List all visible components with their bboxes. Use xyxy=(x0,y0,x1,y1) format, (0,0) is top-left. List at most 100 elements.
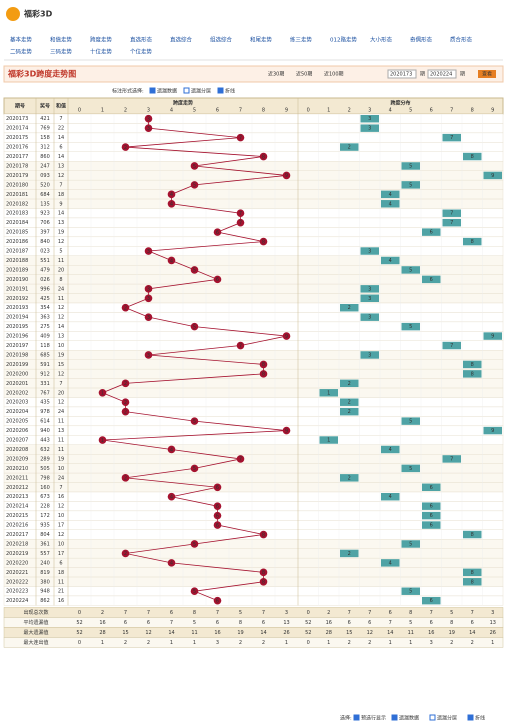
span-point-label: 8 xyxy=(262,532,265,538)
span-cell-label: 8 xyxy=(471,154,474,160)
nav-link[interactable]: 十位走势 xyxy=(90,48,113,56)
span-cell xyxy=(422,502,441,510)
nav-link[interactable]: 奇偶形态 xyxy=(410,36,433,44)
stats-value: 7 xyxy=(430,610,433,616)
span-point xyxy=(236,133,245,142)
row-bg xyxy=(3,586,504,597)
nav-link[interactable]: 跨度走势 xyxy=(90,36,113,44)
period: 2020194 xyxy=(6,315,28,321)
stats-value: 0 xyxy=(307,640,310,646)
row-bg xyxy=(3,179,504,190)
sum: 12 xyxy=(58,315,64,321)
span-point xyxy=(144,313,153,321)
span-point-label: 5 xyxy=(193,164,196,170)
checkbox[interactable] xyxy=(183,87,190,94)
to-input[interactable] xyxy=(427,69,457,79)
row-bg xyxy=(3,255,504,266)
checkbox[interactable] xyxy=(217,87,224,94)
draw-number: 435 xyxy=(40,400,50,406)
period: 2020208 xyxy=(6,447,28,453)
stats-value: 7 xyxy=(262,610,265,616)
stats-value: 7 xyxy=(389,620,392,626)
checkbox[interactable] xyxy=(353,714,360,721)
span-cell xyxy=(360,115,379,123)
stats-value: 15 xyxy=(346,630,352,636)
range-link[interactable]: 近50期 xyxy=(296,71,312,78)
nav-link[interactable]: 个位走势 xyxy=(130,48,153,56)
draw-number: 940 xyxy=(40,428,50,434)
span-cell-label: 6 xyxy=(430,598,433,604)
span-point-label: 4 xyxy=(170,495,173,501)
range-link[interactable]: 近100期 xyxy=(324,71,344,78)
stats-value: 6 xyxy=(348,620,351,626)
range-link[interactable]: 近30期 xyxy=(268,71,284,78)
stats-value: 52 xyxy=(76,620,82,626)
row-bg xyxy=(3,113,504,124)
row-bg xyxy=(3,567,504,578)
nav-link[interactable]: 三码走势 xyxy=(50,48,73,56)
checkbox[interactable] xyxy=(149,87,156,94)
span-point-label: 3 xyxy=(147,296,150,302)
sum: 12 xyxy=(58,400,64,406)
span-point xyxy=(259,237,268,246)
period: 2020219 xyxy=(6,551,28,557)
stats-value: 52 xyxy=(305,630,311,636)
stats-value: 6 xyxy=(216,620,219,626)
span-point-label: 6 xyxy=(216,485,219,491)
from-input[interactable] xyxy=(387,69,417,79)
span-point xyxy=(167,492,176,501)
draw-number: 505 xyxy=(40,466,50,472)
nav-link[interactable]: 大小形态 xyxy=(370,36,393,44)
span-cell xyxy=(381,493,400,501)
span-cell-label: 3 xyxy=(368,315,371,321)
sum: 13 xyxy=(58,220,64,226)
period: 2020180 xyxy=(6,182,28,188)
span-cell-label: 6 xyxy=(430,277,433,283)
nav-link[interactable]: 和尾走势 xyxy=(250,36,273,44)
stats-value: 28 xyxy=(99,630,105,636)
nav-link[interactable]: 基本走势 xyxy=(10,36,33,44)
stats-value: 16 xyxy=(214,630,220,636)
nav-link[interactable]: 012路走势 xyxy=(330,36,357,44)
draw-number: 840 xyxy=(40,239,50,245)
sum: 12 xyxy=(58,305,64,311)
span-cell-label: 9 xyxy=(491,428,494,434)
nav-link[interactable]: 二码走势 xyxy=(10,48,33,56)
nav-link[interactable]: 和值走势 xyxy=(50,36,73,44)
nav-link[interactable]: 直选形态 xyxy=(130,36,153,44)
span-point-label: 2 xyxy=(124,409,127,415)
span-point xyxy=(213,502,222,510)
span-cell-label: 8 xyxy=(471,371,474,377)
nav-link[interactable]: 直选综合 xyxy=(170,36,193,44)
sum: 17 xyxy=(58,551,64,557)
view-button[interactable] xyxy=(478,70,496,78)
nav-link[interactable]: 练三走势 xyxy=(290,36,313,44)
stats-value: 15 xyxy=(122,630,128,636)
row-bg xyxy=(3,378,504,389)
period: 2020205 xyxy=(6,419,28,425)
span-cell xyxy=(381,256,400,265)
period: 2020190 xyxy=(6,277,28,283)
span-cell xyxy=(340,143,359,151)
span-line xyxy=(101,118,287,602)
checkbox[interactable] xyxy=(429,714,436,721)
row-bg xyxy=(3,236,504,247)
draw-number: 228 xyxy=(40,504,50,510)
nav-link[interactable]: 质合形态 xyxy=(450,36,473,44)
option-label: 折线 xyxy=(225,88,235,95)
stats-value: 3 xyxy=(430,640,433,646)
span-point-label: 4 xyxy=(170,258,173,264)
nav-link[interactable]: 组选综合 xyxy=(210,36,233,44)
span-point xyxy=(144,247,153,255)
checkbox[interactable] xyxy=(467,714,474,721)
span-point xyxy=(190,266,199,274)
period: 2020200 xyxy=(6,371,28,377)
row-bg xyxy=(3,265,504,275)
draw-number: 673 xyxy=(40,494,50,500)
digit-header: 5 xyxy=(193,108,196,114)
stats-value: 1 xyxy=(491,640,494,646)
span-cell-label: 5 xyxy=(409,267,412,273)
checkbox[interactable] xyxy=(391,714,398,721)
span-point xyxy=(259,577,268,586)
span-cell xyxy=(463,360,482,369)
